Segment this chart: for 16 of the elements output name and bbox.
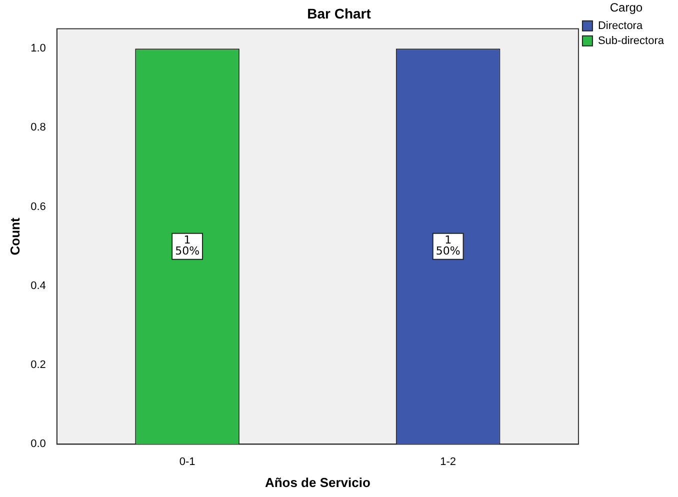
legend-title: Cargo [610, 0, 643, 14]
x-tick-label: 1-2 [440, 456, 456, 468]
y-axis-title: Count [7, 217, 22, 256]
y-tick-label: 0.6 [30, 200, 46, 213]
data-label: 1 50% [436, 234, 460, 258]
chart-title: Bar Chart [307, 5, 372, 22]
y-tick-label: 1.0 [30, 42, 46, 55]
x-axis-title: Años de Servicio [264, 474, 370, 490]
legend-label: Sub-directora [598, 34, 665, 47]
legend-label: Directora [598, 20, 644, 32]
data-label: 1 50% [175, 234, 200, 258]
x-tick-label: 0-1 [179, 456, 196, 468]
y-tick-label: 0.4 [30, 280, 46, 292]
y-tick-label: 0.8 [30, 122, 46, 134]
y-tick-label: 0.2 [30, 359, 46, 372]
y-tick-label: 0.0 [30, 438, 46, 450]
